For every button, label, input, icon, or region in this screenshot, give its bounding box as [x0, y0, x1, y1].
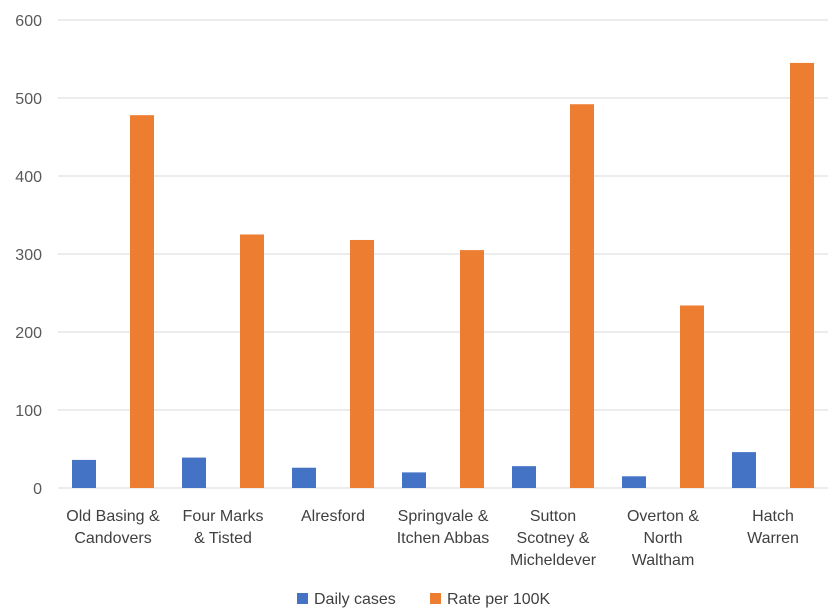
- x-axis-category-labels: Old Basing & Candovers Four Marks & Tisted A…: [66, 508, 799, 569]
- bars: [72, 62, 814, 489]
- bar-rate-per-100k: [130, 115, 154, 488]
- bar-daily-cases: [622, 476, 646, 488]
- y-tick-label: 100: [15, 403, 42, 420]
- bar-daily-cases: [292, 467, 316, 488]
- y-tick-label: 500: [15, 91, 42, 108]
- legend-label: Daily cases: [314, 591, 396, 608]
- legend-swatch: [430, 593, 441, 604]
- bar-rate-per-100k: [570, 104, 594, 489]
- x-category-label: Four Marks & Tisted: [183, 508, 264, 547]
- bar-rate-per-100k: [350, 239, 374, 488]
- x-category-label: Hatch Warren: [747, 508, 799, 547]
- legend-label: Rate per 100K: [447, 591, 551, 608]
- x-category-label: Alresford: [301, 508, 365, 525]
- y-axis-tick-labels: 0 100 200 300 400 500 600: [15, 13, 42, 498]
- x-category-label: Overton & North Waltham: [627, 508, 699, 569]
- y-tick-label: 200: [15, 325, 42, 342]
- bar-rate-per-100k: [240, 234, 264, 488]
- bar-rate-per-100k: [790, 62, 814, 489]
- legend-swatch: [297, 593, 308, 604]
- legend: Daily cases Rate per 100K: [297, 591, 551, 608]
- bar-daily-cases: [72, 459, 96, 488]
- y-tick-label: 400: [15, 169, 42, 186]
- y-tick-label: 300: [15, 247, 42, 264]
- y-tick-label: 600: [15, 13, 42, 30]
- bar-daily-cases: [182, 457, 206, 488]
- bar-rate-per-100k: [460, 250, 484, 488]
- x-category-label: Sutton Scotney & Micheldever: [510, 508, 597, 569]
- x-category-label: Springvale & Itchen Abbas: [397, 508, 490, 547]
- bar-daily-cases: [512, 466, 536, 488]
- bar-daily-cases: [732, 452, 756, 488]
- bar-rate-per-100k: [680, 305, 704, 488]
- bar-daily-cases: [402, 472, 426, 488]
- gridlines: [58, 19, 828, 489]
- x-category-label: Old Basing & Candovers: [66, 508, 160, 547]
- y-tick-label: 0: [33, 481, 42, 498]
